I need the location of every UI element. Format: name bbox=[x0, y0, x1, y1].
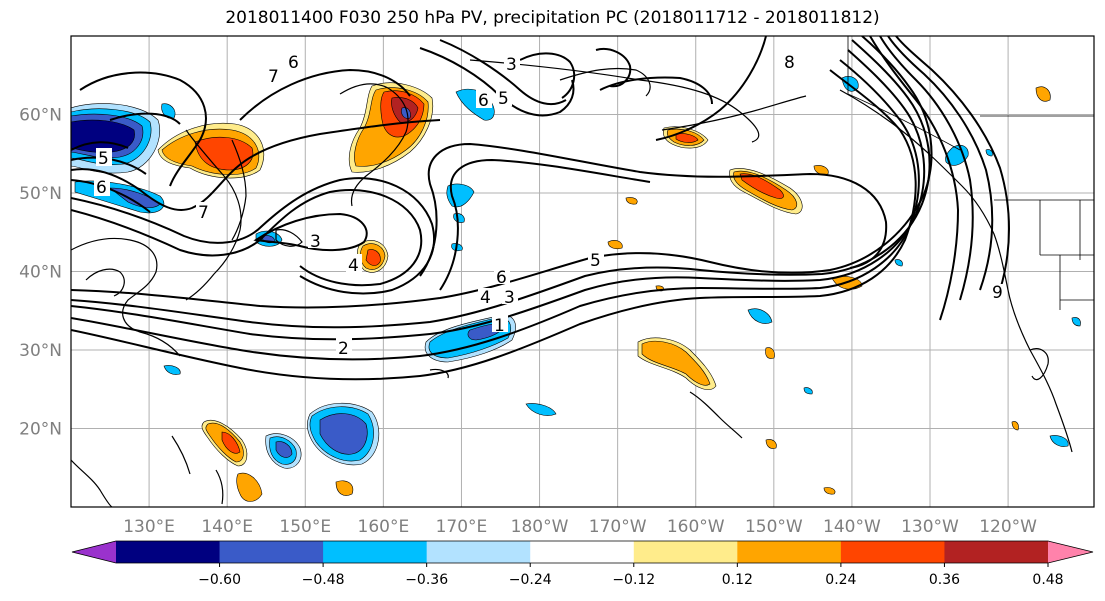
contour-label: 5 bbox=[498, 89, 509, 109]
contour-label: 6 bbox=[496, 268, 507, 288]
contour-label: 9 bbox=[992, 283, 1003, 303]
precip-area-neg bbox=[1049, 435, 1069, 447]
colorbar-tick-label: 0.24 bbox=[825, 572, 856, 588]
colorbar-swatch bbox=[737, 541, 842, 563]
colorbar-tick-label: −0.36 bbox=[405, 572, 448, 588]
colorbar-tick-label: 0.48 bbox=[1032, 572, 1063, 588]
precip-area-neg bbox=[1071, 317, 1081, 327]
contour-label: 6 bbox=[288, 53, 299, 73]
precip-area-pos bbox=[221, 431, 241, 454]
colorbar-tick-label: 0.36 bbox=[929, 572, 960, 588]
colorbar-tick-label: 0.12 bbox=[722, 572, 753, 588]
precip-area-neg bbox=[525, 403, 557, 416]
longitude-label: 120°W bbox=[979, 517, 1037, 537]
longitude-label: 150°E bbox=[279, 517, 331, 537]
precip-area-neg bbox=[803, 387, 813, 395]
colorbar-swatch bbox=[116, 541, 221, 563]
precip-area-pos bbox=[607, 240, 623, 250]
precip-area-pos bbox=[823, 487, 836, 495]
colorbar: −0.60 −0.48 −0.36 −0.24 −0.12 0.12 0.24 0.36 0.4… bbox=[71, 540, 1094, 588]
precip-area-neg bbox=[275, 441, 293, 458]
longitude-label: 160°E bbox=[358, 517, 410, 537]
colorbar-swatch bbox=[219, 541, 324, 563]
latitude-label: 20°N bbox=[19, 420, 62, 440]
contour-label: 7 bbox=[198, 203, 209, 223]
colorbar-swatch bbox=[944, 541, 1049, 563]
precip-area-neg bbox=[985, 149, 993, 157]
colorbar-tick-label: −0.60 bbox=[198, 572, 241, 588]
contour-label: 5 bbox=[98, 149, 109, 169]
contour-label: 3 bbox=[506, 55, 517, 75]
contour-label: 3 bbox=[310, 232, 321, 252]
contour-label: 8 bbox=[784, 53, 795, 73]
contour-label: 4 bbox=[480, 288, 491, 308]
colorbar-swatch bbox=[426, 541, 531, 563]
contour-label: 6 bbox=[478, 91, 489, 111]
longitude-label: 180°W bbox=[511, 517, 569, 537]
coastlines bbox=[71, 59, 1073, 507]
precip-area-pos bbox=[625, 197, 638, 205]
precip-area-pos bbox=[739, 173, 784, 199]
contour-label: 5 bbox=[590, 251, 601, 271]
precip-area-neg bbox=[894, 259, 903, 267]
precip-area-pos bbox=[236, 472, 263, 502]
colorbar-swatch bbox=[633, 541, 738, 563]
precip-area-neg bbox=[161, 103, 176, 119]
colorbar-swatch bbox=[323, 541, 428, 563]
colorbar-swatch bbox=[530, 541, 635, 563]
latitude-label: 50°N bbox=[19, 184, 62, 204]
longitude-label: 140°W bbox=[823, 517, 881, 537]
longitude-label: 150°W bbox=[745, 517, 803, 537]
colorbar-extend-low bbox=[72, 541, 116, 563]
precip-area-pos bbox=[641, 340, 711, 386]
longitude-label: 160°W bbox=[667, 517, 725, 537]
map-title: 2018011400 F030 250 hPa PV, precipitatio… bbox=[225, 8, 880, 28]
colorbar-extend-high bbox=[1048, 541, 1093, 563]
colorbar-tick-label: −0.12 bbox=[612, 572, 655, 588]
latitude-labels: 60°N 50°N 40°N 30°N 20°N bbox=[19, 106, 62, 440]
precip-area-pos bbox=[1011, 421, 1019, 431]
longitude-label: 170°E bbox=[436, 517, 488, 537]
latitude-label: 30°N bbox=[19, 341, 62, 361]
contour-label: 4 bbox=[348, 256, 359, 276]
longitude-label: 140°E bbox=[201, 517, 253, 537]
longitude-labels: 130°E 140°E 150°E 160°E 170°E 180°W 170°W 160°W… bbox=[123, 517, 1037, 537]
precip-area-pos bbox=[1035, 86, 1051, 102]
precip-area-pos bbox=[675, 133, 699, 143]
precip-area-neg bbox=[163, 365, 181, 375]
contour-label: 1 bbox=[494, 316, 505, 336]
pv-contours bbox=[71, 36, 1010, 381]
precip-area-pos bbox=[765, 439, 777, 449]
longitude-label: 130°W bbox=[901, 517, 959, 537]
borders bbox=[847, 36, 1094, 310]
precip-area-pos bbox=[813, 165, 829, 175]
plot-frame bbox=[70, 35, 1095, 508]
contour-label: 3 bbox=[504, 288, 515, 308]
precip-area-pos bbox=[765, 347, 775, 359]
precip-area-pos bbox=[335, 480, 354, 496]
colorbar-swatch bbox=[840, 541, 945, 563]
longitude-label: 130°E bbox=[123, 517, 175, 537]
latitude-label: 60°N bbox=[19, 106, 62, 126]
colorbar-tick-label: −0.48 bbox=[302, 572, 345, 588]
contour-labels: 2 4 3 1 6 5 4 3 6 5 7 6 7 6 5 3 8 9 bbox=[94, 52, 1004, 359]
precip-area-pos bbox=[365, 249, 381, 266]
contour-label: 7 bbox=[268, 67, 279, 87]
latitude-label: 40°N bbox=[19, 263, 62, 283]
precip-area-pos bbox=[194, 136, 254, 171]
longitude-label: 170°W bbox=[589, 517, 647, 537]
precip-area-neg bbox=[747, 308, 773, 324]
precip-area-neg bbox=[319, 413, 368, 455]
contour-label: 6 bbox=[96, 178, 107, 198]
colorbar-tick-label: −0.24 bbox=[509, 572, 552, 588]
contour-label: 2 bbox=[338, 339, 349, 359]
